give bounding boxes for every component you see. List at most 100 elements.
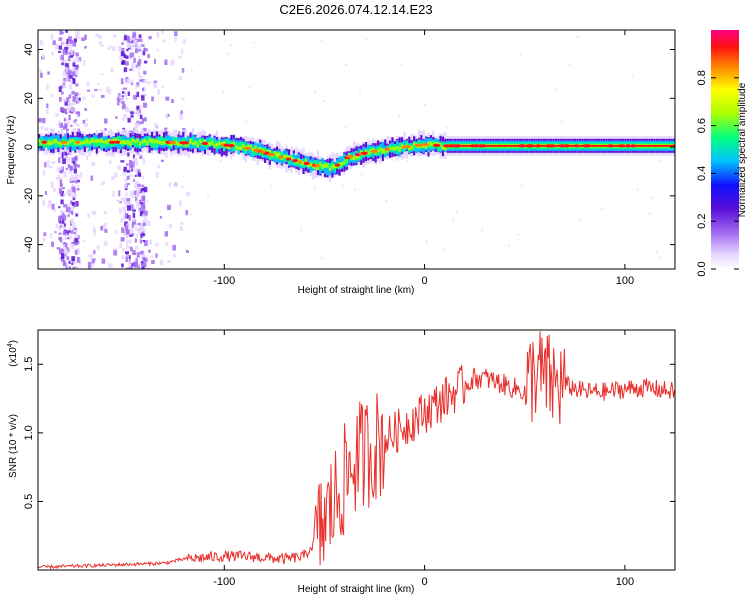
x-tick-label: 0 [422, 576, 428, 588]
noise-cell [154, 123, 158, 129]
noise-cell [178, 131, 181, 136]
noise-cell [70, 102, 74, 106]
x-tick-label: -100 [213, 275, 235, 287]
ridge-cell [86, 138, 89, 144]
ridge-cell [102, 139, 106, 149]
ridge-cell [160, 141, 163, 146]
noise-cell [125, 251, 130, 255]
noise-cell [648, 212, 651, 215]
noise-cell [84, 46, 87, 49]
noise-cell [141, 44, 145, 47]
noise-cell [148, 249, 151, 253]
noise-cell [75, 65, 80, 68]
noise-cell [64, 250, 69, 256]
noise-cell [68, 44, 72, 49]
ridge-cell [150, 138, 154, 144]
snr-panel: -100 0 100 0.5 1.0 1.5 Height of straight li… [7, 329, 676, 595]
ridge-cell [38, 139, 41, 143]
noise-cell [119, 95, 123, 99]
noise-cell [133, 95, 137, 100]
noise-cell [132, 68, 135, 71]
ridge-cell [179, 142, 183, 146]
noise-cell [131, 39, 135, 43]
noise-cell [631, 74, 634, 77]
noise-cell [75, 214, 78, 217]
noise-cell [103, 241, 108, 246]
ridge-cell [189, 138, 192, 144]
noise-cell [126, 163, 129, 166]
noise-cell [121, 47, 125, 53]
ridge-cell [196, 142, 199, 148]
ridge-peak [253, 148, 261, 152]
ridge-cell [50, 141, 53, 146]
noise-cell [124, 213, 129, 219]
noise-cell [79, 172, 83, 178]
noise-cell [129, 39, 133, 44]
ridge-cell [98, 140, 101, 147]
ridge-cell [381, 148, 384, 154]
ridge-cell [396, 145, 399, 150]
noise-cell [77, 93, 81, 96]
spectrogram-frame [37, 29, 676, 270]
noise-cell [126, 198, 131, 204]
noise-cell [131, 63, 134, 69]
noise-cell [111, 176, 115, 181]
noise-cell [141, 214, 145, 217]
noise-cell [73, 66, 77, 70]
noise-cell [148, 239, 152, 245]
noise-cell [143, 70, 147, 75]
noise-cell [58, 232, 62, 235]
y-tick-label: 40 [23, 43, 35, 55]
ridge-cell [131, 138, 134, 142]
ridge-cell [376, 149, 380, 153]
noise-cell [128, 160, 133, 166]
ridge-cell [304, 159, 308, 163]
noise-cell [71, 262, 74, 266]
noise-cell [110, 68, 114, 73]
noise-cell [127, 214, 130, 219]
noise-cell [141, 93, 146, 97]
noise-cell [46, 103, 49, 109]
noise-cell [180, 110, 183, 114]
noise-cell [68, 94, 72, 99]
ridge-cell [124, 140, 127, 145]
ridge-peak [334, 163, 341, 167]
noise-cell [74, 155, 78, 162]
noise-cell [75, 266, 80, 269]
noise-cell [60, 238, 64, 244]
noise-cell [140, 203, 144, 208]
noise-cell [130, 233, 135, 237]
ridge-cell [223, 142, 226, 152]
noise-cell [71, 209, 74, 215]
noise-cell [68, 193, 73, 197]
noise-cell [134, 181, 137, 185]
noise-cell [71, 202, 75, 206]
y-tick-label: 20 [23, 92, 35, 104]
ridge-cell [333, 164, 336, 169]
noise-cell [116, 102, 120, 106]
noise-cell [54, 231, 57, 234]
noise-cell [359, 90, 362, 93]
noise-cell [104, 228, 108, 233]
ridge-cell [239, 141, 243, 151]
noise-cell [164, 242, 169, 246]
noise-cell [66, 204, 71, 207]
noise-cell [77, 179, 80, 183]
noise-cell [137, 183, 141, 187]
noise-cell [130, 43, 135, 46]
noise-cell [134, 183, 138, 189]
ridge-cell [439, 143, 442, 147]
noise-cell [88, 265, 91, 269]
noise-cell [65, 78, 69, 81]
noise-cell [74, 228, 79, 233]
noise-cell [69, 74, 73, 79]
noise-cell [58, 257, 63, 261]
noise-cell [135, 192, 139, 198]
spectrogram-marks [38, 30, 675, 269]
noise-cell [139, 239, 142, 244]
noise-cell [72, 42, 77, 47]
noise-cell [132, 165, 136, 172]
noise-cell [126, 239, 129, 244]
snr-x-ticks: -100 0 100 [213, 330, 634, 588]
x-tick-label: 100 [616, 576, 634, 588]
